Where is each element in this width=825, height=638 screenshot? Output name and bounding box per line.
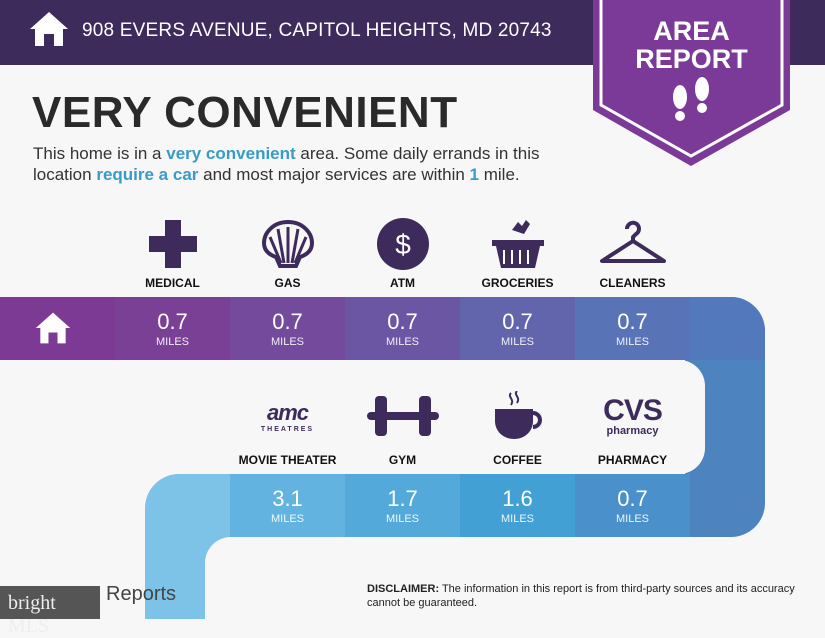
- distance-cell: 0.7 MILES: [460, 297, 575, 360]
- page-title: VERY CONVENIENT: [32, 88, 458, 137]
- distance-unit: MILES: [270, 513, 304, 525]
- route-inner-bottom: [205, 537, 825, 619]
- distance-unit: MILES: [155, 336, 189, 348]
- home-icon: [30, 12, 68, 46]
- distance-unit: MILES: [385, 336, 419, 348]
- distance-cell: 0.7 MILES: [575, 474, 690, 537]
- distance-unit: MILES: [270, 336, 304, 348]
- label-groceries: GROCERIES: [481, 276, 554, 290]
- distance-cell: 0.7 MILES: [230, 297, 345, 360]
- label-gas: GAS: [274, 276, 301, 290]
- dollar-icon: $: [345, 214, 460, 274]
- distance-value: 0.7: [272, 309, 303, 334]
- shell-icon: [230, 214, 345, 274]
- svg-text:$: $: [395, 229, 411, 260]
- badge-line1: AREA: [653, 16, 730, 46]
- distance-cell: 0.7 MILES: [345, 297, 460, 360]
- distance-unit: MILES: [615, 336, 649, 348]
- home-icon: [35, 312, 71, 344]
- amc-theatres-logo: amc THEATRES: [260, 399, 315, 433]
- distance-unit: MILES: [500, 513, 534, 525]
- disclaimer: DISCLAIMER: The information in this repo…: [367, 583, 795, 609]
- brand-reports: Reports: [106, 583, 177, 605]
- distance-value: 3.1: [272, 486, 303, 511]
- distance-value: 0.7: [157, 309, 188, 334]
- label-movie-theater: MOVIE THEATER: [238, 453, 337, 467]
- distance-value: 1.6: [502, 486, 533, 511]
- footprints-icon: [673, 77, 709, 121]
- distance-value: 0.7: [617, 486, 648, 511]
- label-pharmacy: PHARMACY: [597, 453, 668, 467]
- medical-cross-icon: [115, 214, 230, 274]
- watermark: bright MLS: [0, 586, 100, 637]
- distance-value: 0.7: [617, 309, 648, 334]
- distance-cell: 1.7 MILES: [345, 474, 460, 537]
- basket-icon: [460, 214, 575, 274]
- hanger-icon: [575, 214, 690, 274]
- cvs-pharmacy-logo: CVS pharmacy: [603, 393, 663, 437]
- label-medical: MEDICAL: [145, 276, 200, 290]
- distance-unit: MILES: [385, 513, 419, 525]
- distance-value: 1.7: [387, 486, 418, 511]
- area-report-badge: [593, 0, 790, 166]
- distance-cell: 0.7 MILES: [115, 297, 230, 360]
- distance-cell: 3.1 MILES: [230, 474, 345, 537]
- distance-value: 0.7: [387, 309, 418, 334]
- label-gym: GYM: [388, 453, 417, 467]
- distance-cell: 1.6 MILES: [460, 474, 575, 537]
- address: 908 EVERS AVENUE, CAPITOL HEIGHTS, MD 20…: [82, 20, 552, 41]
- label-cleaners: CLEANERS: [599, 276, 666, 290]
- label-coffee: COFFEE: [493, 453, 542, 467]
- distance-value: 0.7: [502, 309, 533, 334]
- route-segment: [685, 297, 765, 360]
- coffee-cup-icon: [460, 386, 575, 446]
- description: This home is in a very convenient area. …: [33, 144, 540, 184]
- label-atm: ATM: [389, 276, 416, 290]
- dumbbell-icon: [345, 386, 460, 446]
- badge-line2: REPORT: [635, 44, 748, 74]
- distance-cell: 0.7 MILES: [575, 297, 690, 360]
- distance-unit: MILES: [500, 336, 534, 348]
- distance-unit: MILES: [615, 513, 649, 525]
- route-inner-top: [0, 360, 705, 474]
